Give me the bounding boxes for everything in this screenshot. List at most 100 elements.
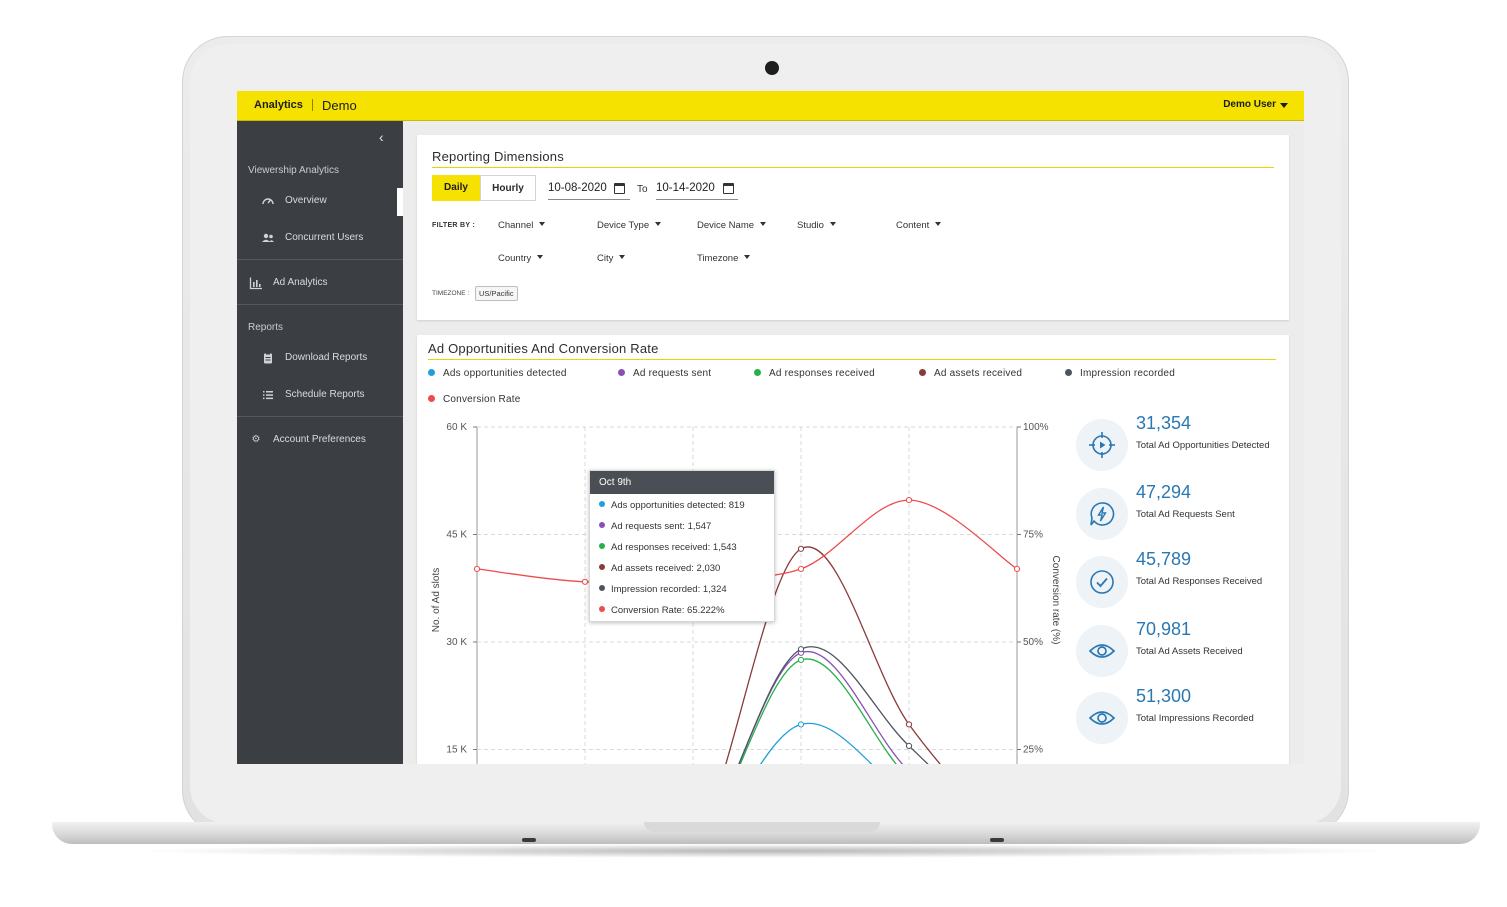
sidebar-item-concurrent-users[interactable]: Concurrent Users <box>237 225 403 251</box>
legend-item[interactable]: Ad responses received <box>754 368 875 379</box>
tooltip-dot <box>599 585 605 591</box>
data-point <box>581 578 589 585</box>
filter-studio[interactable]: Studio <box>797 220 836 231</box>
title-underline <box>432 167 1274 168</box>
laptop-foot <box>990 838 1004 842</box>
sidebar-item-schedule-reports[interactable]: Schedule Reports <box>237 382 403 408</box>
timezone-chip[interactable]: US/Pacific <box>475 286 518 301</box>
caret-down-icon <box>935 222 942 226</box>
clipboard-icon <box>261 351 275 365</box>
eye-icon <box>1089 644 1115 658</box>
y-tick-label: 45 K <box>446 530 467 541</box>
legend-item[interactable]: Impression recorded <box>1065 368 1175 379</box>
stat-icon-bubble <box>1076 419 1128 471</box>
brand-divider <box>312 99 313 111</box>
legend-item[interactable]: Ad requests sent <box>618 368 711 379</box>
tooltip-text: Conversion Rate: 65.222% <box>611 605 725 616</box>
legend-dot <box>428 395 435 402</box>
tooltip-text: Ads opportunities detected: 819 <box>611 500 745 511</box>
legend-label: Conversion Rate <box>443 394 521 405</box>
stat-label: Total Ad Assets Received <box>1136 646 1243 657</box>
title-underline <box>428 359 1276 360</box>
stat-icon-bubble <box>1076 488 1128 540</box>
filter-label: City <box>597 253 614 264</box>
caret-down-icon <box>655 222 662 226</box>
sidebar-item-download-reports[interactable]: Download Reports <box>237 345 403 371</box>
legend-dot <box>618 369 625 376</box>
legend-item[interactable]: Ad assets received <box>919 368 1022 379</box>
tooltip-text: Ad responses received: 1,543 <box>611 542 737 553</box>
sidebar-item-overview[interactable]: Overview <box>237 188 403 216</box>
filter-content[interactable]: Content <box>896 220 942 231</box>
series-line <box>738 646 929 764</box>
legend-item[interactable]: Conversion Rate <box>428 394 520 405</box>
series-line <box>739 658 897 764</box>
stat-icon-bubble <box>1076 625 1128 677</box>
lightning-bubble-icon <box>1090 502 1115 526</box>
filter-by-label: FILTER BY : <box>432 222 476 229</box>
hourly-toggle[interactable]: Hourly <box>480 175 536 201</box>
stat-label: Total Ad Opportunities Detected <box>1136 440 1270 451</box>
stat-value: 47,294 <box>1136 482 1192 502</box>
legend-label: Impression recorded <box>1080 368 1175 379</box>
calendar-icon[interactable] <box>614 183 625 194</box>
caret-down-icon[interactable] <box>1280 103 1288 108</box>
filter-city[interactable]: City <box>597 253 626 264</box>
y-tick-label: 30 K <box>446 637 467 648</box>
filter-label: Country <box>498 253 532 264</box>
calendar-icon[interactable] <box>723 183 734 194</box>
speedometer-icon <box>261 194 275 208</box>
chart-tooltip: Oct 9th Ads opportunities detected: 819 … <box>589 470 775 622</box>
data-point <box>905 497 913 504</box>
sidebar-divider <box>237 259 403 260</box>
list-icon <box>261 388 275 402</box>
y-tick-label: 60 K <box>446 422 467 433</box>
caret-down-icon <box>539 222 546 226</box>
tooltip-dot <box>599 543 605 549</box>
filter-device-name[interactable]: Device Name <box>697 220 767 231</box>
user-menu[interactable]: Demo User <box>1223 99 1276 110</box>
laptop-notch <box>644 822 880 832</box>
gear-icon: ⚙ <box>251 434 261 445</box>
y2-axis-label: Conversion rate (%) <box>1050 556 1061 645</box>
filter-device-type[interactable]: Device Type <box>597 220 662 231</box>
y2-tick-label: 25% <box>1023 745 1043 756</box>
date-from-input[interactable]: 10-08-2020 <box>548 182 607 194</box>
legend-item[interactable]: Ads opportunities detected <box>428 368 567 379</box>
filter-country[interactable]: Country <box>498 253 544 264</box>
filter-channel[interactable]: Channel <box>498 220 546 231</box>
reporting-dimensions-card: Reporting Dimensions Daily Hourly 10-08-… <box>417 135 1289 320</box>
stat-value: 45,789 <box>1136 549 1192 569</box>
filter-label: Device Type <box>597 220 650 231</box>
card-title: Reporting Dimensions <box>432 149 564 164</box>
stat-value: 70,981 <box>1136 619 1192 639</box>
data-point <box>797 646 805 653</box>
sidebar-item-ad-analytics[interactable]: Ad Analytics <box>237 270 403 296</box>
chevron-left-icon[interactable]: ‹ <box>379 129 384 145</box>
legend-label: Ad responses received <box>769 368 875 379</box>
filter-label: Studio <box>797 220 824 231</box>
sidebar-item-label: Schedule Reports <box>285 389 365 400</box>
caret-down-icon <box>829 222 836 226</box>
legend-dot <box>919 369 926 376</box>
check-circle-icon <box>1090 570 1114 594</box>
top-bar: Analytics Demo Demo User <box>237 91 1304 121</box>
brand-name[interactable]: Analytics <box>254 99 303 111</box>
eye-icon <box>1089 711 1115 725</box>
tooltip-header: Oct 9th <box>590 471 774 494</box>
tooltip-text: Ad requests sent: 1,547 <box>611 521 712 532</box>
filter-label: Device Name <box>697 220 755 231</box>
y-axis-label: No. of Ad slots <box>431 568 442 632</box>
legend-dot <box>754 369 761 376</box>
sidebar: ‹ Viewership Analytics Overview Concurre… <box>237 121 403 764</box>
legend-label: Ad requests sent <box>633 368 712 379</box>
filter-label: Content <box>896 220 930 231</box>
sidebar-item-account-preferences[interactable]: ⚙ Account Preferences <box>237 427 403 453</box>
stat-icon-bubble <box>1076 556 1128 608</box>
filter-timezone[interactable]: Timezone <box>697 253 751 264</box>
date-to-input[interactable]: 10-14-2020 <box>656 182 715 194</box>
tooltip-text: Ad assets received: 2,030 <box>611 563 721 574</box>
tooltip-row: Impression recorded: 1,324 <box>599 584 727 595</box>
legend-label: Ads opportunities detected <box>443 368 567 379</box>
daily-toggle[interactable]: Daily <box>432 175 480 201</box>
